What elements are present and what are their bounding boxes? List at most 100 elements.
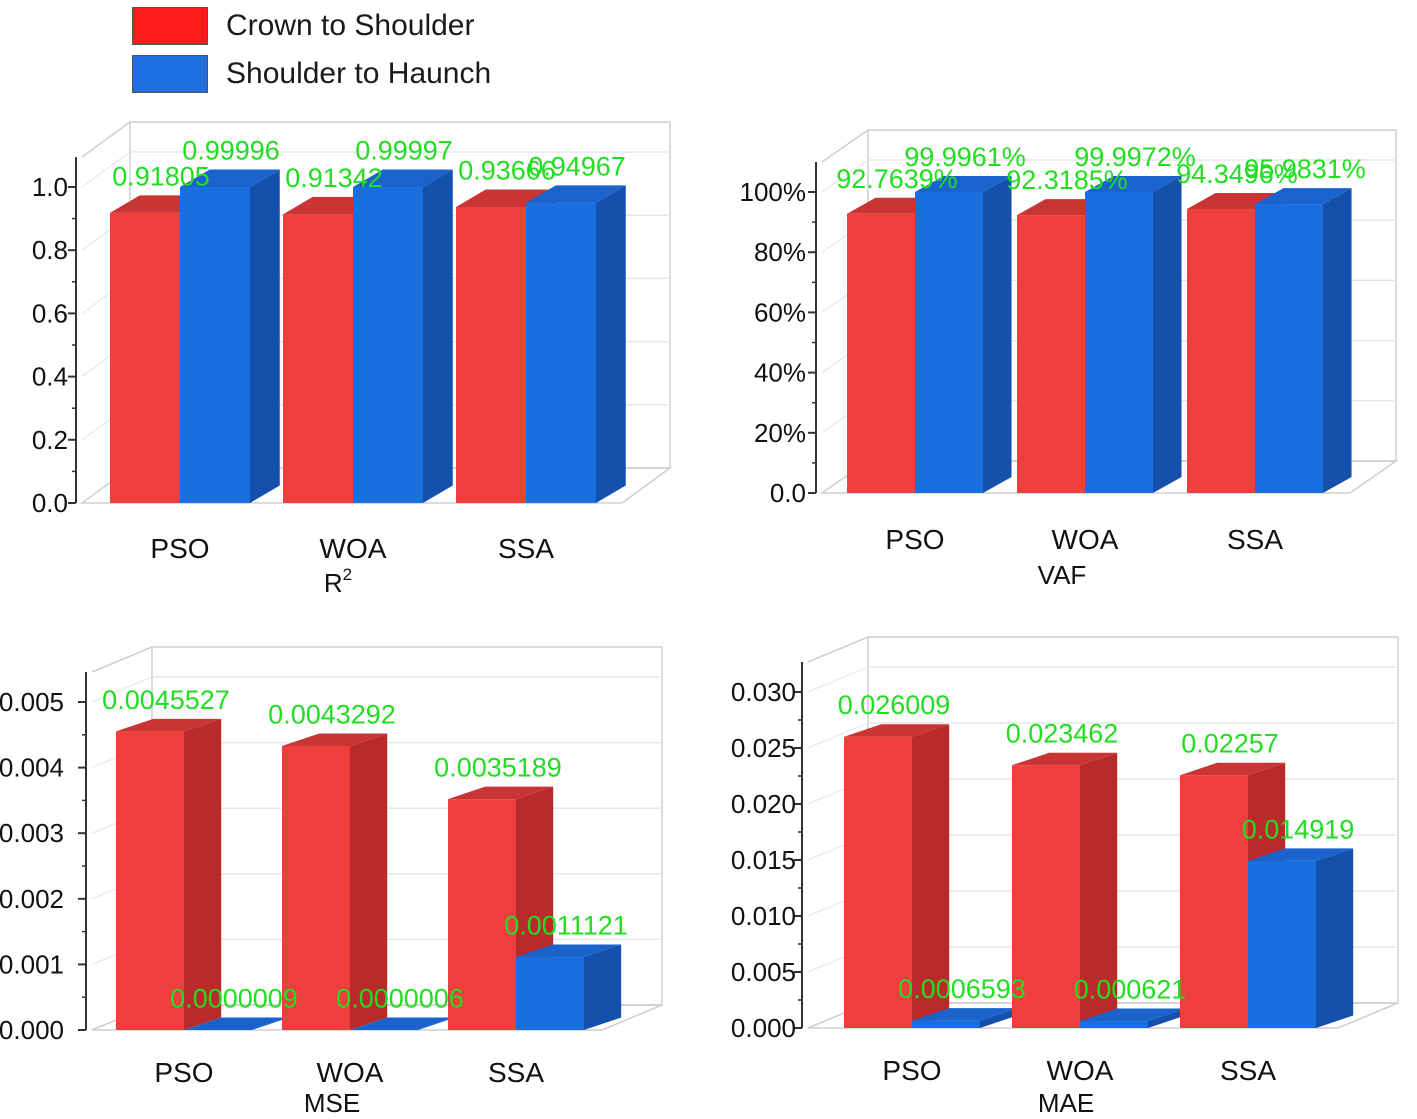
- bar-shoulder-woa: [1080, 1008, 1186, 1028]
- bar-side: [250, 169, 280, 503]
- bar-shoulder-woa: [1085, 176, 1182, 493]
- bar-side: [418, 1017, 456, 1030]
- y-tick-label: 0.000: [0, 1015, 64, 1045]
- value-label: 94.3496%: [1176, 159, 1298, 189]
- legend-item-shoulder-to-haunch: Shoulder to Haunch: [132, 50, 491, 98]
- gridline-side: [91, 676, 153, 703]
- y-tick-label: 60%: [754, 297, 806, 327]
- bar-side: [350, 733, 388, 1030]
- category-label-ssa: SSA: [498, 533, 554, 564]
- y-tick-label: 0.8: [32, 235, 68, 265]
- bar-top: [180, 169, 280, 188]
- legend-item-crown-to-shoulder: Crown to Shoulder: [132, 2, 491, 50]
- bar-top: [915, 176, 1012, 193]
- bar-shoulder-ssa: [526, 185, 626, 503]
- bar-shoulder-woa: [350, 1017, 456, 1030]
- value-label: 0.91805: [112, 161, 210, 191]
- bar-shoulder-pso: [180, 169, 280, 503]
- bar-front: [180, 187, 250, 503]
- value-label: 99.9961%: [904, 142, 1026, 172]
- bar-shoulder-pso: [912, 1008, 1018, 1028]
- bar-side: [596, 185, 626, 503]
- y-tick-label: 0.6: [32, 298, 68, 328]
- bar-top: [1255, 188, 1352, 205]
- bar-crown-woa: [1012, 752, 1118, 1028]
- bar-side: [1323, 188, 1352, 493]
- legend-label: Crown to Shoulder: [226, 9, 475, 42]
- legend-swatch-red: [132, 7, 208, 45]
- side-wall-edge: [821, 129, 869, 163]
- gridline-side: [807, 666, 869, 693]
- y-tick-label: 0.015: [731, 845, 796, 875]
- chart-title: VAF: [1038, 560, 1087, 590]
- value-label: 0.99997: [355, 136, 453, 166]
- bar-front: [116, 731, 184, 1030]
- chart-mse: 0.000 0.001 0.002 0.003 0.004 0.005 PSO WOA SSA 0…: [0, 646, 663, 1118]
- bar-front: [283, 214, 353, 503]
- bar-crown-pso: [844, 724, 950, 1028]
- bar-top: [184, 1017, 290, 1030]
- bar-front: [1080, 1021, 1148, 1028]
- y-tick-label: 0.4: [32, 362, 68, 392]
- bar-front: [1255, 204, 1323, 493]
- category-label-pso: PSO: [150, 533, 209, 564]
- chart-title: MSE: [304, 1088, 360, 1118]
- bar-side: [980, 1008, 1018, 1028]
- bar-top: [912, 1008, 1018, 1021]
- bar-front: [448, 799, 516, 1030]
- value-label: 95.9831%: [1244, 154, 1366, 184]
- value-label: 0.0043292: [268, 700, 396, 730]
- value-label: 99.9972%: [1074, 142, 1196, 172]
- y-tick-label: 0.020: [731, 789, 796, 819]
- bar-side: [584, 944, 622, 1030]
- bar-shoulder-pso: [184, 1017, 290, 1030]
- y-tick-label: 0.000: [731, 1013, 796, 1043]
- category-label-woa: WOA: [320, 533, 387, 564]
- legend-label: Shoulder to Haunch: [226, 57, 492, 90]
- chart-title: R2: [324, 565, 352, 598]
- bar-top: [350, 1017, 456, 1030]
- bar-shoulder-ssa: [516, 944, 622, 1030]
- bar-front: [282, 746, 350, 1030]
- y-tick-label: 0.005: [0, 687, 64, 717]
- chart-vaf: 0.020%40%60%80%100%PSO WOA SSA92.7639%99.9…: [740, 129, 1399, 590]
- category-label-ssa: SSA: [1220, 1055, 1276, 1086]
- bar-crown-pso: [116, 718, 222, 1030]
- category-label-pso: PSO: [154, 1057, 213, 1088]
- y-tick-label: 20%: [754, 418, 806, 448]
- bar-shoulder-pso: [915, 176, 1012, 494]
- bar-top: [1085, 176, 1182, 193]
- bar-top: [116, 718, 222, 732]
- bar-side: [184, 718, 222, 1030]
- bar-front: [1187, 209, 1255, 494]
- bar-top: [1180, 762, 1286, 776]
- y-tick-label: 0.0: [770, 478, 806, 508]
- bar-top: [844, 724, 950, 737]
- value-label: 0.94967: [528, 151, 626, 181]
- bar-front: [844, 736, 912, 1028]
- bar-side: [1148, 1008, 1186, 1028]
- bar-side: [1080, 752, 1118, 1028]
- bar-front: [110, 212, 180, 504]
- y-tick-label: 0.025: [731, 733, 796, 763]
- bar-crown-woa: [282, 733, 388, 1030]
- bar-shoulder-ssa: [1248, 848, 1354, 1028]
- value-label: 0.023462: [1006, 719, 1119, 749]
- value-label: 0.0011121: [504, 911, 628, 941]
- gridline-side: [821, 159, 869, 193]
- y-tick-label: 0.010: [731, 901, 796, 931]
- bar-front: [915, 192, 983, 494]
- bar-top: [353, 169, 453, 188]
- bar-top: [282, 733, 388, 747]
- side-wall-edge: [81, 121, 131, 158]
- legend: Crown to Shoulder Shoulder to Haunch: [132, 2, 491, 98]
- value-label: 0.0000006: [336, 983, 464, 1013]
- bar-side: [423, 169, 453, 504]
- bar-top: [526, 185, 626, 203]
- bar-top: [1080, 1008, 1186, 1022]
- bar-shoulder-woa: [353, 169, 453, 504]
- category-label-pso: PSO: [882, 1055, 941, 1086]
- legend-swatch-blue: [132, 55, 208, 93]
